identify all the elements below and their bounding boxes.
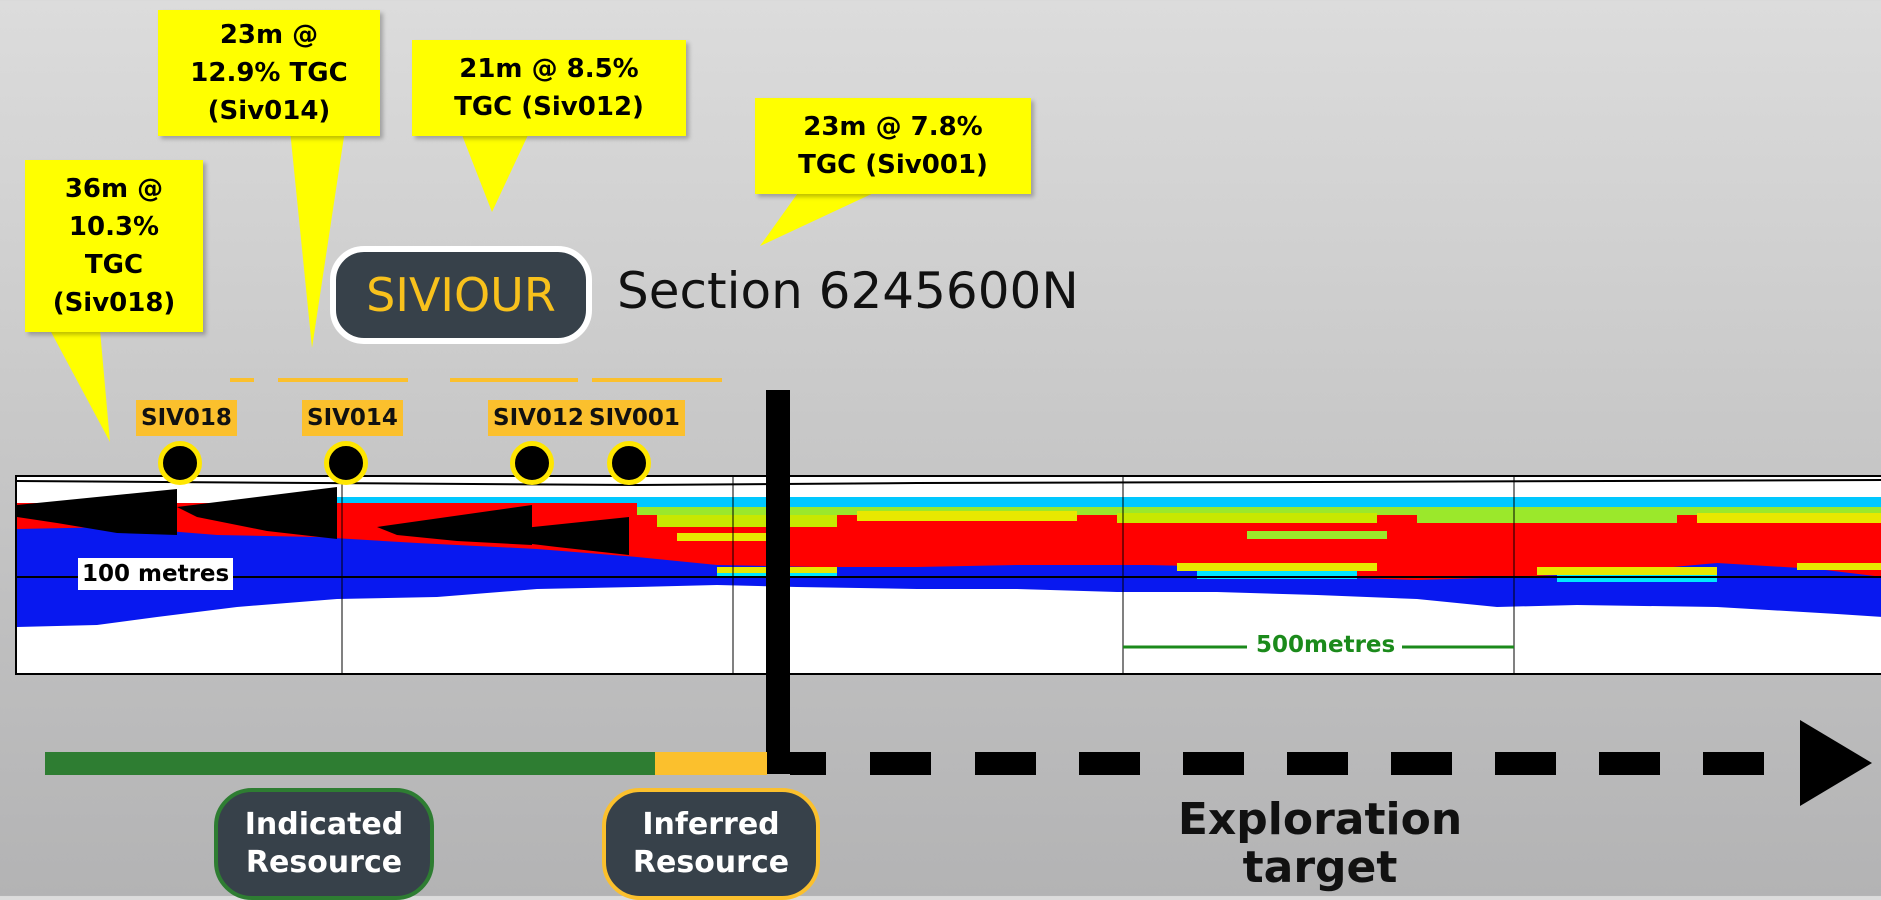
drillhole-collar-siv018	[158, 441, 202, 485]
drillhole-tag-siv001: SIV001	[584, 400, 685, 436]
intercept-siv001	[457, 517, 629, 555]
callout-pointer-siv014	[290, 130, 345, 348]
intercept-siv014	[177, 487, 337, 539]
exploration-dashes	[790, 752, 1764, 775]
cross-section-graphic	[17, 477, 1881, 673]
callout-pointer-siv001	[760, 190, 880, 246]
callout-siv012: 21m @ 8.5% TGC (Siv012)	[412, 40, 686, 136]
indicated-resource-label: Indicated Resource	[214, 788, 434, 900]
callout-pointer-siv018	[50, 330, 110, 442]
drillhole-tag-siv018: SIV018	[136, 400, 237, 436]
mixed-grade-band	[637, 497, 1881, 582]
inferred-resource-label: Inferred Resource	[602, 788, 820, 900]
indicated-bar	[45, 752, 655, 775]
callout-pointer-siv012	[462, 135, 528, 212]
inferred-bar	[655, 752, 767, 775]
callout-siv001: 23m @ 7.8% TGC (Siv001)	[755, 98, 1031, 194]
drillhole-collar-siv014	[324, 441, 368, 485]
project-title: SIVIOUR	[330, 246, 592, 344]
callout-siv014: 23m @ 12.9% TGC (Siv014)	[158, 10, 380, 136]
drillhole-collar-siv012	[510, 441, 554, 485]
horizontal-scale-label: 500metres	[1252, 632, 1400, 658]
callout-siv018: 36m @ 10.3% TGC (Siv018)	[25, 160, 203, 332]
drillhole-tag-siv014: SIV014	[302, 400, 403, 436]
exploration-arrow-head	[1800, 720, 1872, 806]
section-label: Section 6245600N	[617, 262, 1079, 320]
vertical-scale-label: 100 metres	[78, 558, 234, 590]
resource-boundary	[766, 390, 790, 774]
intercept-siv018	[17, 489, 177, 535]
drillhole-collar-siv001	[607, 441, 651, 485]
cross-section-panel	[15, 475, 1881, 675]
exploration-target-label: Exploration target	[1177, 794, 1463, 893]
drillhole-tag-siv012: SIV012	[488, 400, 589, 436]
